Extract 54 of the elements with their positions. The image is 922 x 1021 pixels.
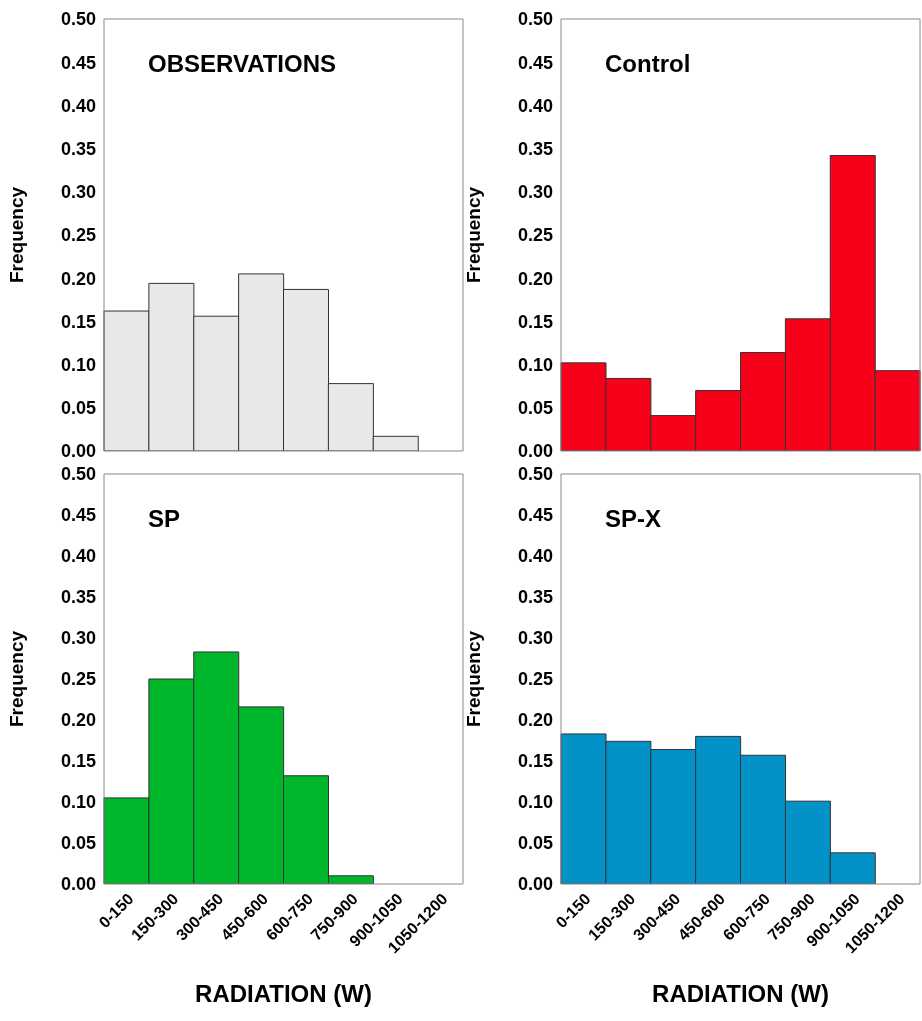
y-tick-label: 0.35 — [517, 138, 553, 159]
y-tick-label: 0.00 — [517, 441, 553, 462]
y-tick-label: 0.10 — [517, 354, 553, 375]
x-axis-title: RADIATION (W) — [652, 980, 829, 1007]
y-tick-label: 0.30 — [60, 628, 96, 649]
y-tick-label: 0.30 — [517, 182, 553, 203]
y-tick-label: 0.05 — [517, 398, 553, 419]
y-tick-label: 0.00 — [517, 874, 553, 895]
y-tick-label: 0.40 — [60, 546, 96, 567]
y-tick-label: 0.35 — [60, 587, 96, 608]
text: Control — [605, 50, 691, 78]
y-tick-label: 0.10 — [60, 354, 96, 375]
y-tick-label: 0.00 — [60, 441, 96, 462]
y-tick-label: 0.10 — [60, 792, 96, 813]
y-tick-label: 0.15 — [517, 751, 553, 772]
y-tick-label: 0.45 — [60, 52, 96, 73]
y-tick-label: 0.50 — [60, 9, 96, 30]
y-tick-label: 0.50 — [517, 9, 553, 30]
y-tick-label: 0.10 — [517, 792, 553, 813]
text: OBSERVATIONS — [148, 50, 337, 78]
y-tick-label: 0.40 — [517, 546, 553, 567]
y-tick-label: 0.00 — [60, 874, 96, 895]
y-tick-label: 0.40 — [517, 95, 553, 116]
y-tick-label: 0.25 — [60, 225, 96, 246]
y-tick-label: 0.45 — [60, 505, 96, 526]
y-tick-label: 0.05 — [60, 833, 96, 854]
y-tick-label: 0.20 — [517, 710, 553, 731]
y-tick-label: 0.15 — [517, 311, 553, 332]
y-tick-label: 0.45 — [517, 505, 553, 526]
y-tick-label: 0.25 — [60, 669, 96, 690]
y-tick-label: 0.30 — [60, 182, 96, 203]
y-tick-label: 0.40 — [60, 95, 96, 116]
y-axis-title: Frequency — [462, 186, 484, 284]
y-tick-label: 0.50 — [60, 464, 96, 485]
y-tick-label: 0.20 — [60, 268, 96, 289]
y-tick-label: 0.50 — [517, 464, 553, 485]
y-tick-label: 0.20 — [60, 710, 96, 731]
text: SP — [148, 505, 181, 533]
y-tick-label: 0.05 — [517, 833, 553, 854]
y-tick-label: 0.15 — [60, 311, 96, 332]
y-tick-label: 0.35 — [60, 138, 96, 159]
x-axis-title: RADIATION (W) — [195, 980, 372, 1007]
y-axis-title: Frequency — [462, 630, 484, 728]
y-axis-title: Frequency — [5, 630, 27, 728]
y-tick-label: 0.25 — [517, 225, 553, 246]
y-axis-title: Frequency — [5, 186, 27, 284]
y-tick-label: 0.15 — [60, 751, 96, 772]
text: SP-X — [605, 505, 662, 533]
y-tick-label: 0.45 — [517, 52, 553, 73]
y-tick-label: 0.35 — [517, 587, 553, 608]
y-tick-label: 0.30 — [517, 628, 553, 649]
y-tick-label: 0.05 — [60, 398, 96, 419]
y-tick-label: 0.20 — [517, 268, 553, 289]
y-tick-label: 0.25 — [517, 669, 553, 690]
